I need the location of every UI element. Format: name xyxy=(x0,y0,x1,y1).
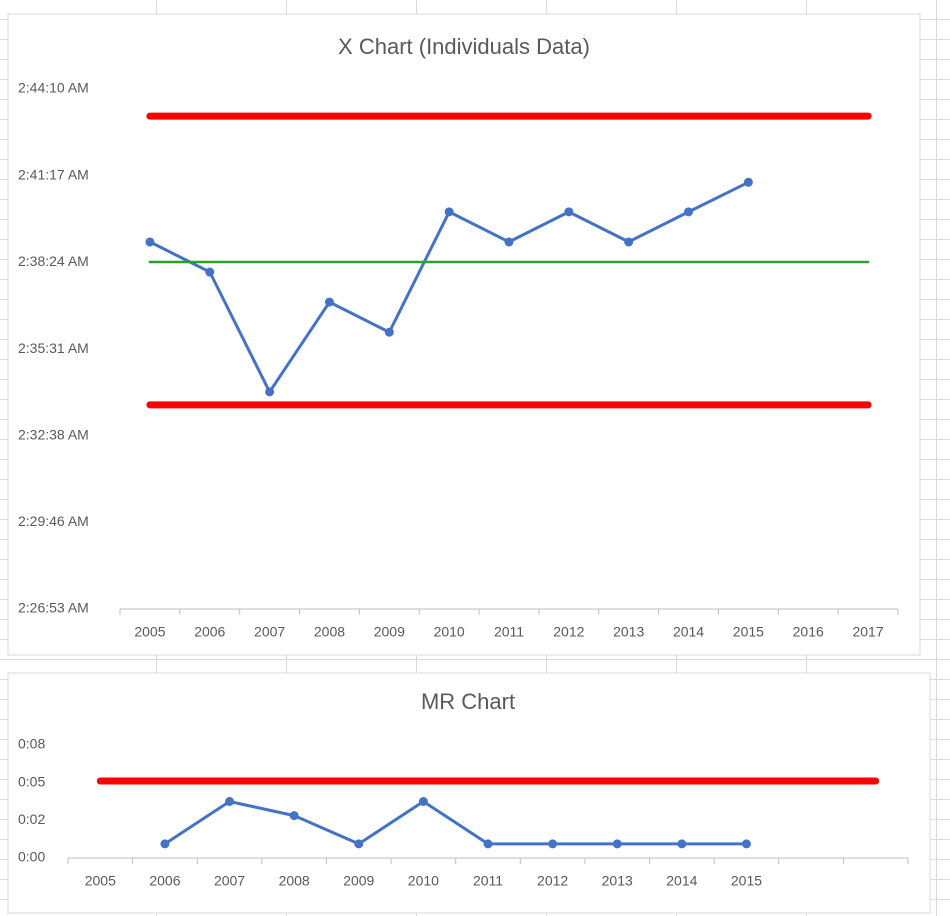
y-tick-label: 2:38:24 AM xyxy=(18,253,89,269)
x-tick-label: 2008 xyxy=(279,873,310,889)
x-tick-label: 2010 xyxy=(408,873,439,889)
data-point xyxy=(564,207,574,217)
x-tick-label: 2010 xyxy=(434,624,465,640)
data-point xyxy=(205,267,215,277)
x-tick-label: 2005 xyxy=(134,624,165,640)
y-tick-label: 0:02 xyxy=(18,811,45,827)
x-tick-label: 2006 xyxy=(194,624,225,640)
data-point xyxy=(677,839,687,849)
y-tick-label: 0:05 xyxy=(18,773,45,789)
data-point xyxy=(741,839,751,849)
data-point xyxy=(289,811,299,821)
x-tick-label: 2008 xyxy=(314,624,345,640)
y-tick-label: 2:35:31 AM xyxy=(18,340,89,356)
data-point xyxy=(743,177,753,187)
x-tick-label: 2007 xyxy=(214,873,245,889)
data-point xyxy=(225,797,235,806)
data-point xyxy=(504,237,514,247)
y-tick-label: 2:44:10 AM xyxy=(18,80,89,96)
y-tick-label: 2:41:17 AM xyxy=(18,166,89,182)
x-tick-label: 2005 xyxy=(85,873,116,889)
data-point xyxy=(548,839,558,849)
chart-title: MR Chart xyxy=(421,689,515,714)
x-tick-label: 2012 xyxy=(537,873,568,889)
x-tick-label: 2015 xyxy=(733,624,764,640)
data-point xyxy=(624,237,634,247)
chart-frame xyxy=(7,13,921,656)
data-point xyxy=(483,839,493,849)
x-tick-label: 2011 xyxy=(473,873,503,889)
data-point xyxy=(418,797,428,806)
x-tick-label: 2017 xyxy=(852,624,883,640)
data-point xyxy=(354,839,364,849)
x-tick-label: 2009 xyxy=(343,873,374,889)
data-line xyxy=(163,800,748,846)
y-tick-label: 2:32:38 AM xyxy=(18,427,89,443)
y-tick-label: 0:08 xyxy=(18,736,45,752)
x-tick-label: 2014 xyxy=(666,873,697,889)
x-tick-label: 2015 xyxy=(731,873,762,889)
y-tick-label: 0:00 xyxy=(18,849,45,865)
data-point xyxy=(684,207,694,217)
x-tick-label: 2009 xyxy=(374,624,405,640)
chart-title: X Chart (Individuals Data) xyxy=(338,34,590,59)
data-point xyxy=(265,387,275,397)
data-point xyxy=(145,237,155,247)
data-point xyxy=(324,297,334,307)
x-tick-label: 2016 xyxy=(793,624,824,640)
x-tick-label: 2012 xyxy=(553,624,584,640)
y-tick-label: 2:29:46 AM xyxy=(18,513,89,529)
x-tick-label: 2011 xyxy=(494,624,524,640)
data-point xyxy=(160,839,170,849)
data-point xyxy=(384,327,394,337)
y-tick-label: 2:26:53 AM xyxy=(18,600,89,616)
x-tick-label: 2013 xyxy=(602,873,633,889)
x-tick-label: 2014 xyxy=(673,624,704,640)
x-tick-label: 2013 xyxy=(613,624,644,640)
data-point xyxy=(612,839,622,849)
x-tick-label: 2007 xyxy=(254,624,285,640)
chart-frame xyxy=(7,672,931,914)
data-point xyxy=(444,207,454,217)
x-tick-label: 2006 xyxy=(149,873,180,889)
